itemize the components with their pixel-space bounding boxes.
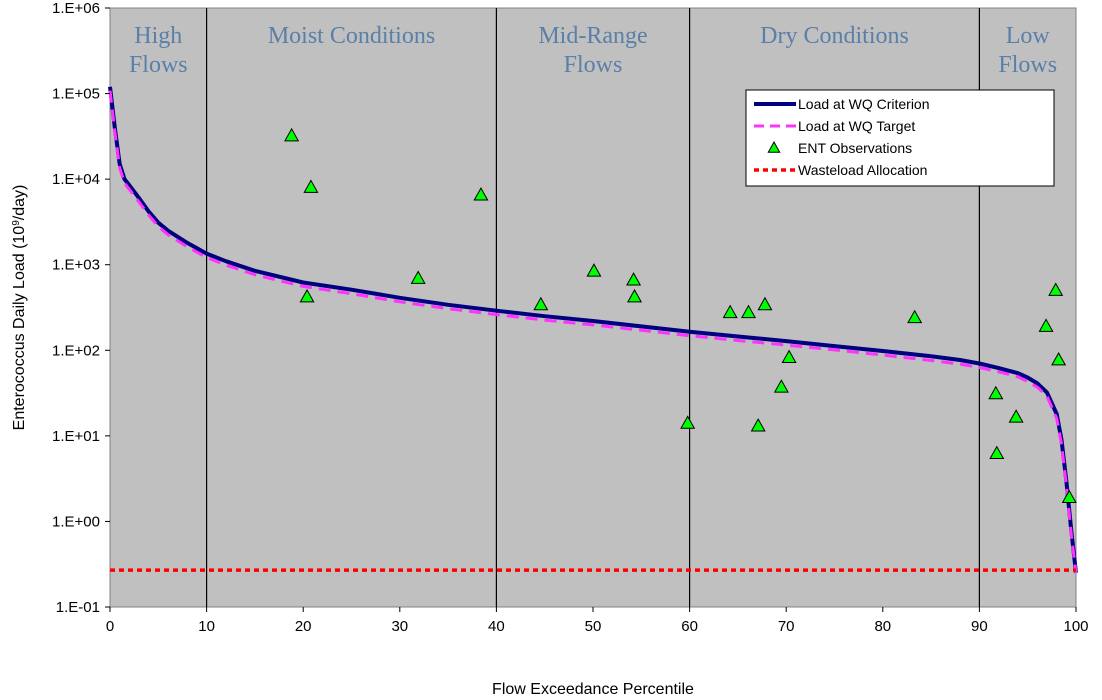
legend-entry-ent-observations-swatch [767,140,781,153]
zone-label-4: Low Flows [998,23,1057,78]
observation-point [284,127,300,142]
x-tick-label: 60 [681,618,698,635]
legend-entry-load-at-wq-target-label: Load at WQ Target [798,118,915,134]
y-axis-title-suffix: /day) [11,185,28,221]
series-load-at-wq-target-line [108,90,1078,574]
y-tick-label: 1.E+06 [52,0,100,17]
y-tick-label: 1.E+04 [52,171,100,188]
observation-point [773,379,789,393]
zone-label-0: High Flows [129,23,188,78]
observation-point [1061,489,1077,503]
zone-label-4-line-1: Flows [998,52,1057,78]
y-axis-title-prefix: Enterococcus Daily Load (10 [11,226,28,431]
observation-point [750,418,766,432]
observation-point [473,187,489,201]
observation-point [907,309,923,324]
zone-label-0-line-1: Flows [129,52,188,78]
series-load-at-wq-criterion-line [108,86,1078,574]
series-layer [108,86,1078,574]
legend: Load at WQ Criterion Load at WQ Target ENT… [745,89,1055,187]
zone-dividers [206,8,981,607]
y-axis-title: Enterococcus Daily Load (109/day) [11,185,29,431]
zone-labels: High Flows Moist Conditions Mid-Range Flows D… [129,23,1057,78]
x-tick-label: 0 [106,618,114,635]
zone-label-2-line-1: Flows [564,52,623,78]
y-tick-label: 1.E+05 [52,86,100,103]
x-tick-label: 80 [874,618,891,635]
legend-entry-ent-observations-label: ENT Observations [798,140,912,156]
observation-point [1038,318,1054,332]
observation-point [741,304,757,319]
observation-point [680,415,696,429]
observation-point [586,263,602,277]
observation-point [989,445,1005,460]
observation-point [533,296,549,311]
x-tick-label: 50 [585,618,602,635]
observation-point [299,288,315,303]
zone-label-3-line-0: Dry Conditions [760,23,909,49]
y-tick-label: 1.E+03 [52,257,100,274]
zone-label-2-line-0: Mid-Range [538,23,647,49]
observation-point [626,272,642,286]
zone-label-4-line-0: Low [1006,23,1051,49]
observation-point [988,385,1004,400]
observation-point [1048,282,1064,296]
legend-entry-load-at-wq-criterion-label: Load at WQ Criterion [798,96,930,112]
legend-entry-wasteload-allocation-label: Wasteload Allocation [798,162,927,178]
observation-point [1051,351,1067,366]
observation-point [722,304,738,319]
legend-box [745,89,1055,187]
y-tick-label: 1.E-01 [56,599,100,616]
y-tick-label: 1.E+00 [52,513,100,530]
zone-label-1: Moist Conditions [268,23,435,49]
x-tick-label: 10 [198,618,215,635]
observation-point [627,288,643,303]
x-tick-label: 40 [488,618,505,635]
x-tick-label: 70 [778,618,795,635]
x-tick-label: 100 [1063,618,1088,635]
observation-point [303,179,319,193]
x-axis-title: Flow Exceedance Percentile [492,681,694,698]
y-axis-title-superscript: 9 [11,220,22,226]
axes: 0 10 20 30 40 50 60 70 80 90 100 1.E-01 1.E+00 1.E+01… [52,0,1088,635]
observation-point [410,270,426,284]
x-tick-label: 30 [391,618,408,635]
y-tick-label: 1.E+02 [52,342,100,359]
zone-label-1-line-0: Moist Conditions [268,23,435,49]
x-tick-label: 20 [295,618,312,635]
y-tick-label: 1.E+01 [52,428,100,445]
observation-point [781,349,797,364]
zone-label-2: Mid-Range Flows [538,23,647,78]
x-tick-label: 90 [971,618,988,635]
observation-point [757,296,773,311]
zone-label-3: Dry Conditions [760,23,909,49]
zone-label-0-line-0: High [134,23,182,49]
observation-point [1008,409,1024,423]
